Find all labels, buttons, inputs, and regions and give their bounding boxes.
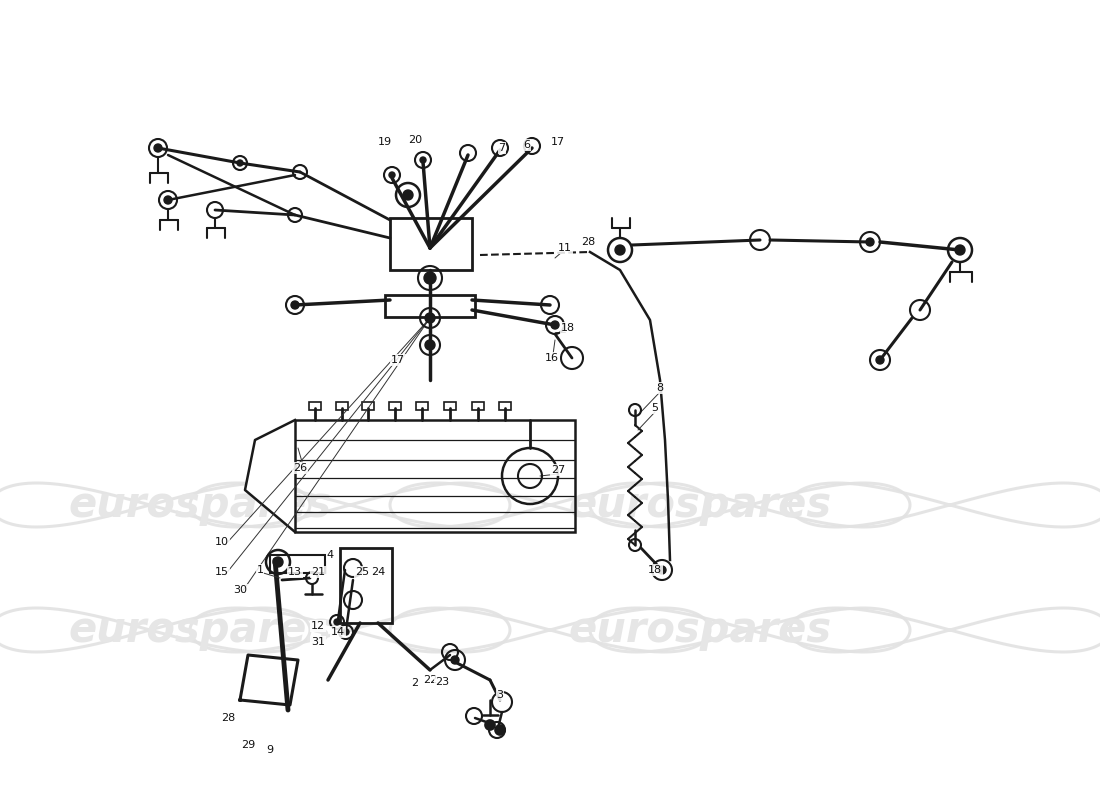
Text: 28: 28 [581, 237, 595, 247]
Text: 24: 24 [371, 567, 385, 577]
Bar [444, 402, 456, 410]
Bar [336, 402, 348, 410]
Circle shape [343, 629, 349, 635]
Circle shape [495, 725, 505, 735]
Text: 29: 29 [241, 740, 255, 750]
Bar [385, 295, 475, 317]
Circle shape [451, 656, 459, 664]
Text: eurospares: eurospares [68, 484, 331, 526]
Circle shape [334, 619, 340, 625]
Circle shape [485, 720, 495, 730]
Circle shape [425, 313, 435, 323]
Circle shape [424, 272, 436, 284]
Bar [389, 402, 402, 410]
Circle shape [658, 566, 666, 574]
Circle shape [403, 190, 412, 200]
Text: 5: 5 [651, 403, 659, 413]
Text: 13: 13 [288, 567, 302, 577]
Bar [499, 402, 512, 410]
Bar [362, 402, 374, 410]
Bar [390, 218, 472, 270]
Text: 22: 22 [422, 675, 437, 685]
Text: 8: 8 [657, 383, 663, 393]
Circle shape [866, 238, 874, 246]
Text: 25: 25 [355, 567, 370, 577]
Text: eurospares: eurospares [68, 609, 331, 651]
Text: 6: 6 [524, 140, 530, 150]
Text: 10: 10 [214, 537, 229, 547]
Text: 23: 23 [434, 677, 449, 687]
Circle shape [955, 245, 965, 255]
Circle shape [551, 321, 559, 329]
Text: 31: 31 [311, 637, 324, 647]
Text: 30: 30 [233, 585, 248, 595]
Text: 18: 18 [561, 323, 575, 333]
Text: eurospares: eurospares [569, 484, 832, 526]
Text: 20: 20 [408, 135, 422, 145]
Text: 15: 15 [214, 567, 229, 577]
Polygon shape [245, 420, 295, 532]
Bar [472, 402, 484, 410]
Circle shape [164, 196, 172, 204]
Text: 2: 2 [411, 678, 419, 688]
Bar [416, 402, 428, 410]
Text: 21: 21 [311, 567, 326, 577]
Circle shape [615, 245, 625, 255]
Text: 28: 28 [221, 713, 235, 723]
Text: 16: 16 [544, 353, 559, 363]
Text: 27: 27 [551, 465, 565, 475]
Circle shape [292, 301, 299, 309]
Text: eurospares: eurospares [569, 609, 832, 651]
Text: 12: 12 [311, 621, 326, 631]
Text: 1: 1 [256, 565, 264, 575]
Text: 26: 26 [293, 463, 307, 473]
Text: 18: 18 [648, 565, 662, 575]
Circle shape [236, 160, 243, 166]
Bar [309, 402, 321, 410]
Text: 11: 11 [558, 243, 572, 253]
Circle shape [154, 144, 162, 152]
Text: 9: 9 [266, 745, 274, 755]
Circle shape [876, 356, 884, 364]
Bar [295, 420, 575, 532]
Bar [270, 555, 324, 573]
Text: 17: 17 [390, 355, 405, 365]
Circle shape [389, 172, 395, 178]
Text: 3: 3 [496, 690, 504, 700]
Text: 7: 7 [498, 143, 506, 153]
Text: 4: 4 [327, 550, 333, 560]
Circle shape [425, 340, 435, 350]
Polygon shape [240, 655, 298, 705]
Circle shape [420, 157, 426, 163]
Text: 19: 19 [378, 137, 392, 147]
Circle shape [273, 557, 283, 567]
Text: 17: 17 [551, 137, 565, 147]
Text: 14: 14 [331, 627, 345, 637]
Bar [340, 548, 392, 623]
